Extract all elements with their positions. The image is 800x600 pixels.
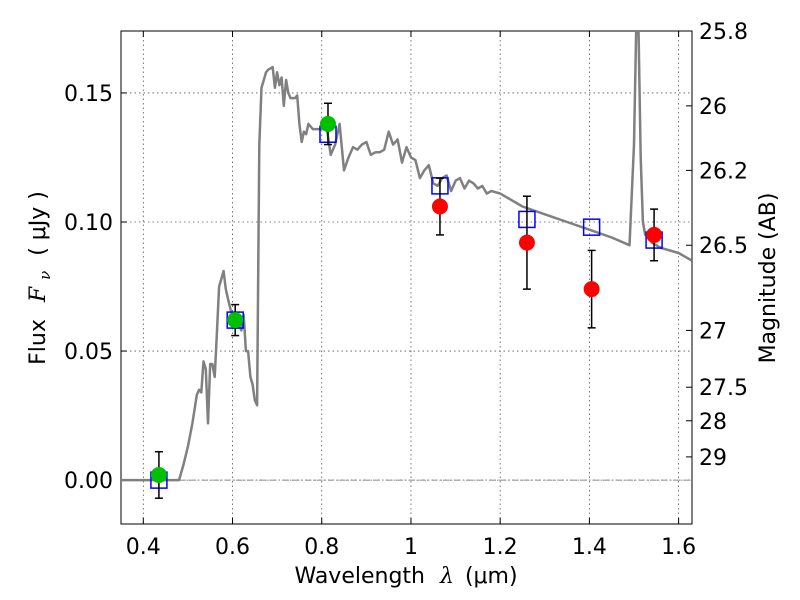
y-tick-label: 0.05 — [64, 340, 113, 365]
y2-tick-label: 27.5 — [699, 376, 748, 401]
y-tick-label: 0.15 — [64, 82, 113, 107]
y2-tick-label: 26.5 — [699, 234, 748, 259]
model-photometry-square — [582, 218, 601, 236]
y-axis-title: Flux F ν ( μJy ) — [26, 191, 56, 365]
x-tick-label: 0.8 — [304, 535, 339, 560]
x-tick-label: 1 — [404, 535, 418, 560]
plot-frame — [120, 30, 693, 525]
observed-point — [518, 234, 535, 251]
x-tick-label: 1.4 — [572, 535, 607, 560]
y2-tick-label: 27 — [699, 319, 727, 344]
y-tick-label: 0.10 — [64, 211, 113, 236]
y2-axis-title: Magnitude (AB) — [756, 193, 781, 364]
observed-point — [150, 466, 167, 483]
observed-point — [431, 198, 448, 215]
x-axis-title: Wavelength λ (μm) — [294, 564, 517, 589]
x-tick-label: 0.4 — [126, 535, 161, 560]
x-tick-label: 0.6 — [215, 535, 250, 560]
y2-tick-label: 29 — [699, 446, 727, 471]
marks — [121, 31, 692, 499]
observed-point — [583, 281, 600, 298]
y-tick-label: 0.00 — [64, 469, 113, 494]
x-tick-label: 1.6 — [661, 535, 696, 560]
observed-point — [227, 312, 244, 329]
grid — [121, 31, 692, 524]
x-tick-label: 1.2 — [483, 535, 518, 560]
y2-tick-label: 26.2 — [699, 159, 748, 184]
observed-point — [646, 226, 663, 243]
y2-tick-label: 28 — [699, 410, 727, 435]
y2-tick-label: 26 — [699, 95, 727, 120]
y2-tick-label: 25.8 — [699, 20, 748, 45]
observed-point — [319, 115, 336, 132]
spectrum-line — [121, 31, 692, 482]
axes: 0.4 0.6 0.8 1 1.2 1.4 1.6 0.00 0.05 0.10 0.15 25.8 2… — [64, 20, 748, 560]
